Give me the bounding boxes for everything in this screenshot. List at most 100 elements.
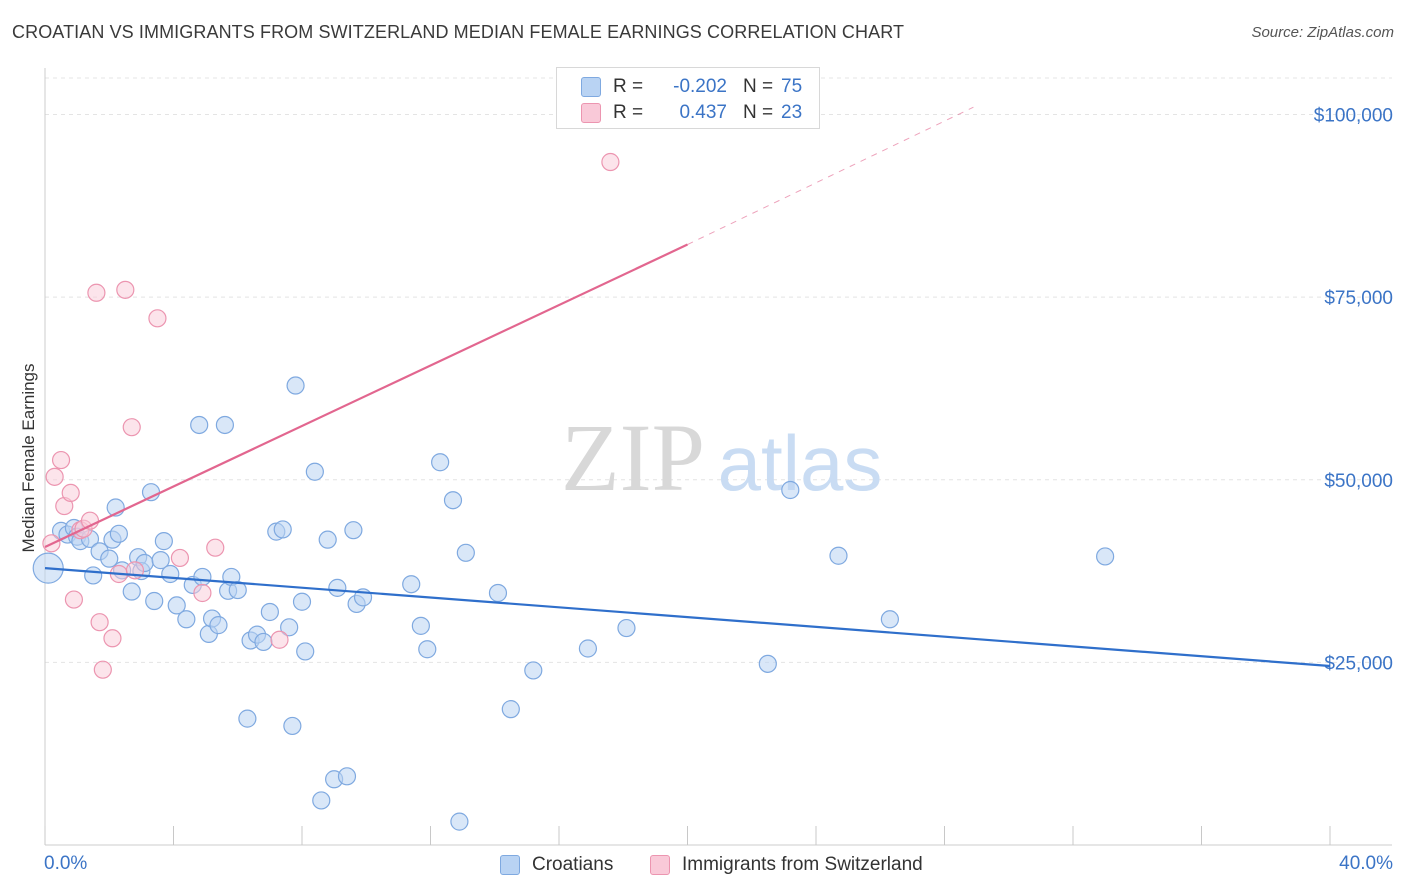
- point-croatians: [122, 582, 141, 601]
- point-croatians: [880, 610, 899, 629]
- point-croatians: [167, 596, 186, 615]
- point-switzerland: [601, 152, 620, 172]
- point-croatians: [238, 709, 257, 728]
- point-croatians: [145, 591, 164, 611]
- point-croatians: [296, 642, 315, 661]
- legend-n-label: N =: [743, 102, 774, 123]
- point-croatians: [617, 618, 636, 638]
- bottom-legend-label: Immigrants from Switzerland: [682, 854, 923, 875]
- point-croatians: [283, 716, 302, 736]
- point-croatians: [328, 578, 347, 597]
- bottom-legend-label: Croatians: [532, 854, 614, 875]
- point-croatians: [177, 610, 196, 629]
- bottom-legend-blue-icon: [500, 855, 520, 875]
- scatter-points: [32, 152, 1115, 831]
- point-switzerland: [64, 590, 84, 609]
- point-croatians: [286, 376, 305, 395]
- point-croatians: [305, 462, 324, 481]
- point-croatians: [151, 551, 170, 570]
- point-croatians: [418, 640, 437, 659]
- point-croatians: [215, 415, 234, 435]
- legend-r-label: R =: [613, 102, 644, 123]
- legend-n-label: N =: [743, 76, 774, 97]
- point-croatians: [344, 521, 363, 540]
- bottom-legend-pink-icon: [650, 855, 670, 875]
- y-tick-label: $50,000: [1324, 471, 1393, 492]
- point-croatians: [829, 546, 848, 565]
- point-croatians: [154, 532, 173, 551]
- point-croatians: [228, 580, 247, 600]
- watermark: ZIP atlas: [561, 404, 882, 511]
- point-croatians: [501, 700, 520, 719]
- x-tick-label: 0.0%: [44, 853, 87, 874]
- watermark-zip: ZIP: [561, 404, 705, 511]
- point-croatians: [431, 453, 450, 472]
- point-switzerland: [206, 538, 225, 557]
- point-switzerland: [61, 483, 80, 503]
- point-croatians: [411, 616, 430, 635]
- legend-row-switzerland: R = 0.437 N = 23: [581, 100, 802, 126]
- bottom-legend-croatians: Croatians: [500, 852, 613, 878]
- axis-labels: Median Female Earnings $25,000 $50,000 $75…: [19, 106, 1393, 874]
- legend-r-value: 0.437: [679, 102, 727, 123]
- point-switzerland: [93, 660, 112, 679]
- point-croatians: [578, 639, 598, 658]
- point-switzerland: [45, 467, 64, 486]
- x-tick-label: 40.0%: [1339, 853, 1393, 874]
- legend-r-value: -0.202: [673, 76, 727, 97]
- bottom-legend-switzerland: Immigrants from Switzerland: [650, 852, 923, 878]
- watermark-atlas: atlas: [718, 419, 883, 507]
- trend-lines: [44, 106, 1331, 668]
- y-axis-title: Median Female Earnings: [19, 364, 38, 553]
- legend-swatch-blue-icon: [581, 77, 601, 97]
- point-switzerland: [148, 309, 167, 328]
- trend-line-switzerland-extension: [687, 106, 974, 245]
- point-croatians: [209, 616, 228, 635]
- point-croatians: [292, 592, 312, 611]
- point-croatians: [443, 491, 463, 510]
- point-croatians: [402, 575, 421, 594]
- legend-swatch-pink-icon: [581, 103, 601, 123]
- trend-line-switzerland: [44, 243, 688, 548]
- legend-row-croatians: R = -0.202 N = 75: [581, 74, 802, 100]
- grid-lines: [45, 77, 1392, 663]
- legend-n-value: 75: [781, 76, 803, 97]
- point-croatians: [254, 632, 273, 652]
- y-tick-label: $100,000: [1314, 106, 1393, 127]
- point-croatians: [161, 564, 180, 584]
- chart-title: CROATIAN VS IMMIGRANTS FROM SWITZERLAND …: [12, 22, 905, 42]
- point-switzerland: [122, 418, 141, 437]
- point-croatians: [280, 618, 299, 637]
- point-croatians: [318, 530, 337, 549]
- y-tick-label: $25,000: [1324, 653, 1393, 674]
- point-croatians: [260, 602, 279, 622]
- point-switzerland: [116, 280, 135, 299]
- point-croatians: [84, 566, 103, 585]
- point-croatians: [758, 654, 777, 673]
- point-croatians: [190, 415, 209, 435]
- point-switzerland: [51, 450, 71, 470]
- point-croatians: [337, 767, 357, 786]
- y-tick-label: $75,000: [1324, 288, 1393, 309]
- point-croatians: [1096, 547, 1115, 566]
- point-croatians: [273, 520, 292, 539]
- point-switzerland: [270, 630, 289, 649]
- legend-r-label: R =: [613, 76, 644, 97]
- point-croatians: [312, 791, 331, 810]
- point-croatians: [193, 567, 212, 587]
- point-switzerland: [170, 548, 190, 568]
- legend-n-value: 23: [781, 102, 803, 123]
- point-switzerland: [90, 613, 109, 632]
- point-switzerland: [103, 629, 122, 648]
- point-croatians: [524, 661, 543, 680]
- correlation-legend: R = -0.202 N = 75 R = 0.437 N = 23: [556, 67, 820, 129]
- point-croatians: [109, 524, 128, 543]
- trend-line-croatians: [44, 567, 1331, 668]
- point-croatians: [100, 549, 119, 568]
- point-croatians: [456, 543, 475, 562]
- point-croatians: [450, 812, 469, 831]
- point-croatians: [488, 583, 508, 603]
- axes: [44, 68, 1392, 846]
- point-switzerland: [87, 283, 106, 302]
